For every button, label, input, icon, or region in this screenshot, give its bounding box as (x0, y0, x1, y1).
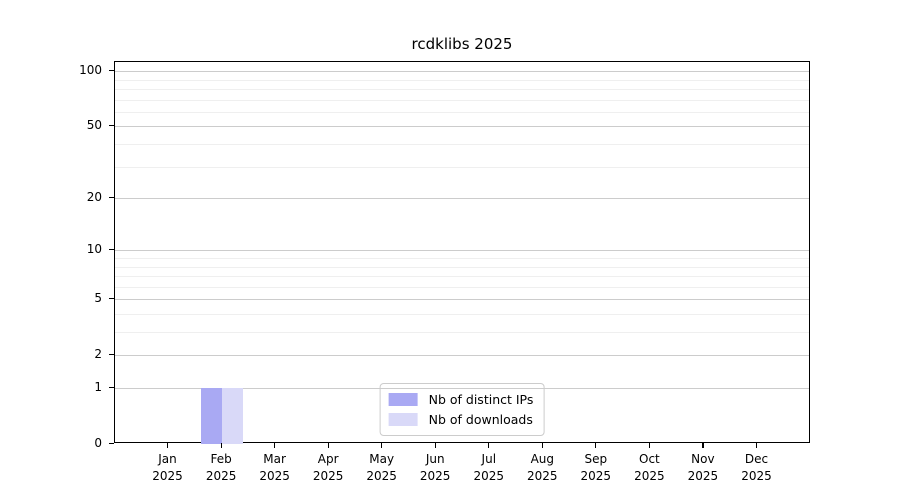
y-tick-label-100: 100 (79, 63, 102, 78)
y-tick-mark-10 (109, 248, 114, 250)
gridline-major-5 (115, 299, 809, 301)
x-tick-mark-may (381, 443, 383, 448)
x-tick-mark-jan (166, 443, 169, 448)
gridline-major-100 (115, 71, 809, 73)
y-tick-label-1: 1 (94, 380, 102, 394)
plot-area: Nb of distinct IPs Nb of downloads (114, 61, 810, 444)
x-tick-mark-feb (220, 443, 222, 448)
x-tick-label-may: May 2025 (366, 452, 397, 483)
x-tick-mark-mar (274, 443, 276, 448)
x-tick-label-aug: Aug 2025 (527, 452, 558, 483)
x-tick-mark-oct (648, 443, 651, 448)
gridline-minor-7 (115, 276, 809, 277)
gridline-major-1 (115, 388, 809, 389)
gridline-minor-9 (115, 257, 809, 259)
x-tick-mark-dec (755, 443, 758, 448)
gridline-minor-90 (115, 79, 809, 81)
gridline-minor-8 (115, 266, 809, 268)
y-tick-label-0: 0 (94, 436, 102, 450)
bar-nb-of-downloads-feb-2025 (222, 388, 244, 444)
gridline-major-2 (115, 355, 809, 357)
x-tick-mark-jul (488, 443, 490, 448)
legend-swatch-distinct-ips (388, 393, 418, 406)
x-tick-mark-sep (595, 443, 597, 448)
x-tick-label-jan: Jan 2025 (152, 452, 183, 483)
y-tick-mark-1 (109, 386, 114, 388)
gridline-minor-80 (115, 88, 809, 90)
x-tick-label-oct: Oct 2025 (634, 452, 665, 483)
gridline-major-20 (115, 198, 809, 199)
x-tick-mark-aug (541, 443, 543, 448)
x-tick-label-jul: Jul 2025 (473, 452, 505, 483)
legend-item-downloads: Nb of downloads (388, 412, 534, 427)
legend-item-distinct-ips: Nb of distinct IPs (388, 392, 534, 407)
x-tick-label-jun: Jun 2025 (419, 452, 451, 483)
x-tick-mark-nov (702, 443, 704, 448)
x-tick-mark-jun (434, 443, 436, 448)
x-tick-label-dec: Dec 2025 (741, 452, 772, 483)
gridline-minor-30 (115, 166, 809, 168)
y-tick-label-2: 2 (94, 347, 102, 362)
x-tick-label-sep: Sep 2025 (580, 452, 612, 483)
gridline-minor-70 (115, 99, 809, 101)
x-tick-label-nov: Nov 2025 (687, 452, 719, 483)
x-tick-label-apr: Apr 2025 (312, 452, 344, 483)
gridline-major-50 (115, 126, 809, 128)
y-tick-label-50: 50 (86, 118, 102, 133)
y-tick-mark-5 (109, 297, 114, 299)
y-tick-label-20: 20 (86, 190, 102, 204)
x-tick-label-feb: Feb 2025 (205, 452, 237, 483)
x-tick-mark-apr (327, 443, 329, 448)
gridline-major-10 (115, 250, 809, 252)
gridline-minor-3 (115, 332, 809, 333)
y-tick-mark-0 (109, 442, 114, 444)
gridline-minor-4 (115, 313, 809, 315)
gridline-minor-60 (115, 111, 809, 113)
y-tick-mark-100 (109, 69, 114, 71)
y-tick-mark-2 (109, 353, 114, 355)
gridline-minor-40 (115, 143, 809, 145)
legend-swatch-downloads (388, 413, 418, 426)
y-tick-label-10: 10 (86, 242, 102, 257)
y-tick-label-5: 5 (94, 291, 102, 306)
legend: Nb of distinct IPs Nb of downloads (379, 383, 545, 436)
legend-label-downloads: Nb of downloads (428, 412, 533, 427)
legend-label-distinct-ips: Nb of distinct IPs (428, 392, 534, 407)
gridline-minor-6 (115, 286, 809, 288)
y-tick-mark-20 (109, 196, 114, 198)
chart-title: rcdklibs 2025 (411, 35, 513, 53)
x-tick-label-mar: Mar 2025 (259, 452, 290, 483)
bar-nb-of-distinct-ips-feb-2025 (200, 388, 223, 444)
y-tick-mark-50 (109, 124, 114, 127)
